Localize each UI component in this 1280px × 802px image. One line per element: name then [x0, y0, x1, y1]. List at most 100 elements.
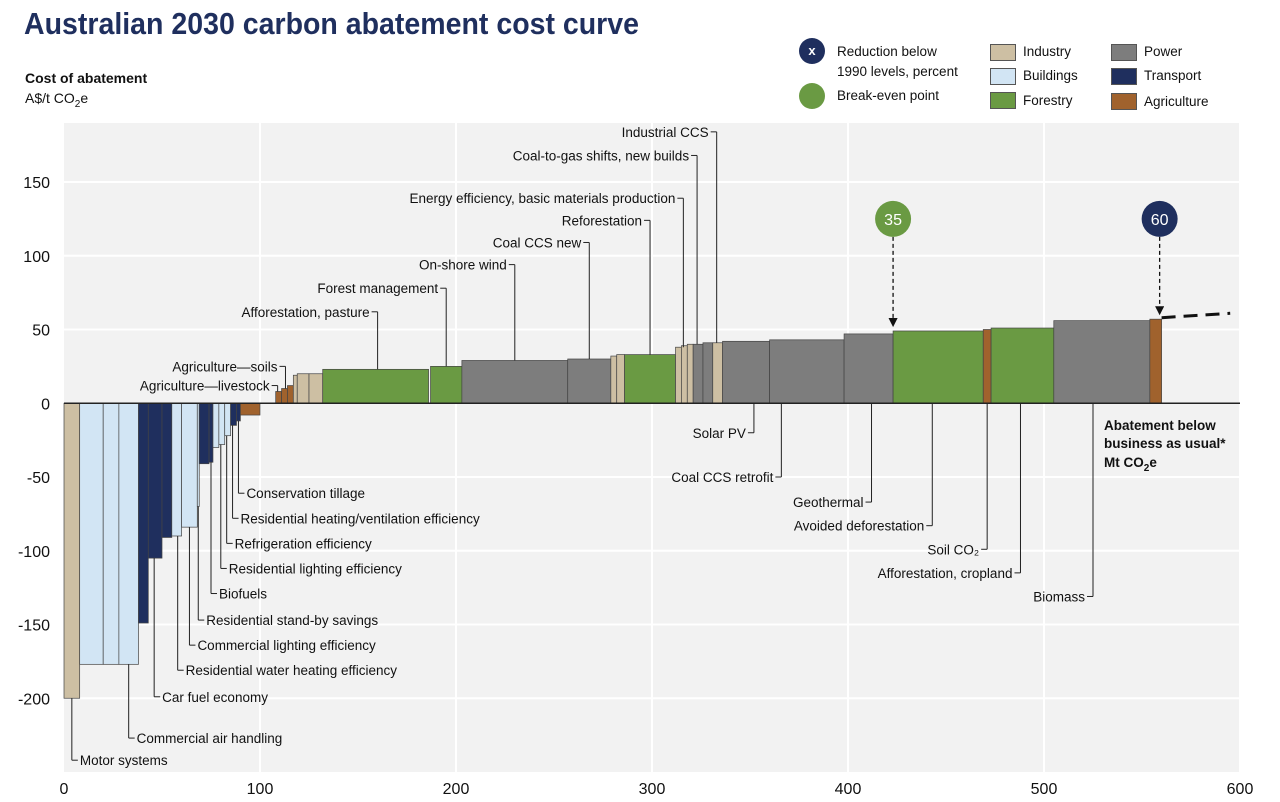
bar-industry — [292, 374, 298, 404]
curve-extension — [1161, 311, 1231, 320]
bar-transport — [208, 402, 214, 463]
annotation-label: Geothermal — [793, 495, 864, 510]
annotation-label: Afforestation, cropland — [878, 566, 1013, 581]
annotation: Coal CCS retrofit — [671, 403, 782, 485]
annotation-label: On-shore wind — [419, 258, 507, 273]
annotation-label: Solar PV — [693, 426, 746, 441]
bar-power — [769, 339, 845, 404]
bar-industry — [63, 402, 81, 699]
annotation: Commercial air handling — [128, 664, 283, 746]
annotation: Energy efficiency, basic materials produ… — [409, 191, 684, 348]
bar-transport — [230, 402, 237, 426]
bar-forestry — [892, 330, 984, 404]
annotations: Agriculture—soils Agriculture—livestock Af… — [71, 125, 1094, 768]
annotation-label: Avoided deforestation — [794, 519, 924, 534]
annotation: Reforestation — [562, 213, 651, 355]
legend-breakeven-text: Break-even point — [837, 88, 940, 103]
annotation-label: Commercial lighting efficiency — [197, 638, 376, 653]
bar-power — [567, 358, 612, 404]
annotation-label: Conservation tillage — [246, 486, 365, 501]
y-tick-label: 150 — [23, 175, 50, 192]
annotation: Biofuels — [210, 462, 267, 602]
x-axis-title-line2: business as usual* — [1104, 436, 1226, 451]
annotation: Afforestation, pasture — [242, 305, 379, 370]
annotation-label: Coal CCS new — [493, 235, 582, 250]
annotation-label: Reforestation — [562, 213, 642, 228]
legend-label-transport: Transport — [1144, 68, 1202, 83]
bar-power — [722, 340, 770, 404]
annotation-label: Coal CCS retrofit — [671, 470, 773, 485]
annotation: On-shore wind — [419, 258, 516, 361]
bar-transport — [161, 402, 173, 538]
x-axis-title-line1: Abatement below — [1104, 418, 1216, 433]
y-tick-label: -150 — [18, 618, 50, 635]
bar-buildings — [212, 402, 220, 448]
legend-reduction-text-1: Reduction below — [837, 44, 937, 59]
annotation-label: Biomass — [1033, 589, 1085, 604]
annotation-label: Residential lighting efficiency — [229, 561, 402, 576]
annotation: Soil CO₂ — [927, 403, 988, 557]
annotation-label: Forest management — [317, 281, 438, 296]
legend-swatch-industry — [990, 44, 1016, 61]
annotation-label: Agriculture—soils — [172, 359, 277, 374]
annotation: Industrial CCS — [622, 125, 718, 343]
bar-forestry — [624, 354, 676, 404]
bar-transport — [198, 402, 210, 465]
x-tick-label: 0 — [60, 781, 69, 798]
annotation: Motor systems — [71, 698, 168, 768]
annotation: Car fuel economy — [153, 558, 268, 705]
y-axis-title: Cost of abatement — [25, 70, 148, 86]
y-axis-unit: A$/t CO2e — [25, 90, 89, 110]
annotation-label: Residential heating/ventilation efficien… — [241, 511, 480, 526]
bar-industry — [610, 355, 618, 404]
bar-agriculture — [1149, 318, 1162, 404]
bar-agriculture — [240, 402, 261, 416]
annotation: Afforestation, cropland — [878, 403, 1021, 581]
x-axis-title-line3: Mt CO2e — [1104, 455, 1157, 474]
bar-buildings — [224, 402, 231, 437]
legend-label-industry: Industry — [1023, 44, 1072, 59]
annotation-label: Residential stand-by savings — [206, 613, 378, 628]
x-axis-title-sub: 2 — [1144, 463, 1150, 474]
y-tick-label: -200 — [18, 691, 50, 708]
x-tick-label: 400 — [835, 781, 862, 798]
bar-forestry — [990, 327, 1055, 404]
annotation: Residential lighting efficiency — [220, 444, 402, 576]
bar-forestry — [322, 368, 429, 404]
bar-industry — [712, 342, 723, 404]
annotation: Avoided deforestation — [794, 403, 933, 534]
legend-label-forestry: Forestry — [1023, 93, 1073, 108]
axes — [64, 311, 1240, 404]
bar-buildings — [79, 402, 104, 665]
legend-swatch-buildings — [990, 68, 1016, 85]
legend-label-buildings: Buildings — [1023, 68, 1078, 83]
bar-buildings — [171, 402, 182, 537]
bar-industry — [308, 373, 324, 404]
legend-reduction-text-2: 1990 levels, percent — [837, 64, 958, 79]
bar-agriculture — [281, 388, 288, 404]
x-tick-label: 100 — [247, 781, 274, 798]
marker-label-reduction: 60 — [1151, 212, 1169, 229]
legend-swatch-agriculture — [1111, 93, 1137, 110]
bar-transport — [236, 402, 241, 422]
x-tick-label: 600 — [1227, 781, 1254, 798]
bar-power — [1053, 320, 1151, 404]
annotation-label: Agriculture—livestock — [140, 379, 270, 394]
legend-breakeven-marker — [799, 83, 825, 109]
bar-power — [702, 342, 714, 404]
marker-circle-breakeven — [875, 200, 912, 237]
bar-industry — [296, 373, 310, 404]
annotation: Refrigeration efficiency — [226, 435, 372, 551]
x-axis-title-suffix: e — [1149, 455, 1157, 470]
annotation-label: Coal-to-gas shifts, new builds — [513, 148, 690, 163]
x-axis-title: Abatement below business as usual* Mt CO2e — [1104, 418, 1226, 474]
annotation-label: Commercial air handling — [137, 731, 283, 746]
x-tick-label: 200 — [443, 781, 470, 798]
bars — [63, 318, 1162, 699]
bar-forestry — [430, 366, 463, 404]
bar-buildings — [102, 402, 120, 665]
annotation: Commercial lighting efficiency — [188, 527, 376, 653]
bar-power — [692, 343, 704, 404]
annotation-label: Motor systems — [80, 753, 168, 768]
